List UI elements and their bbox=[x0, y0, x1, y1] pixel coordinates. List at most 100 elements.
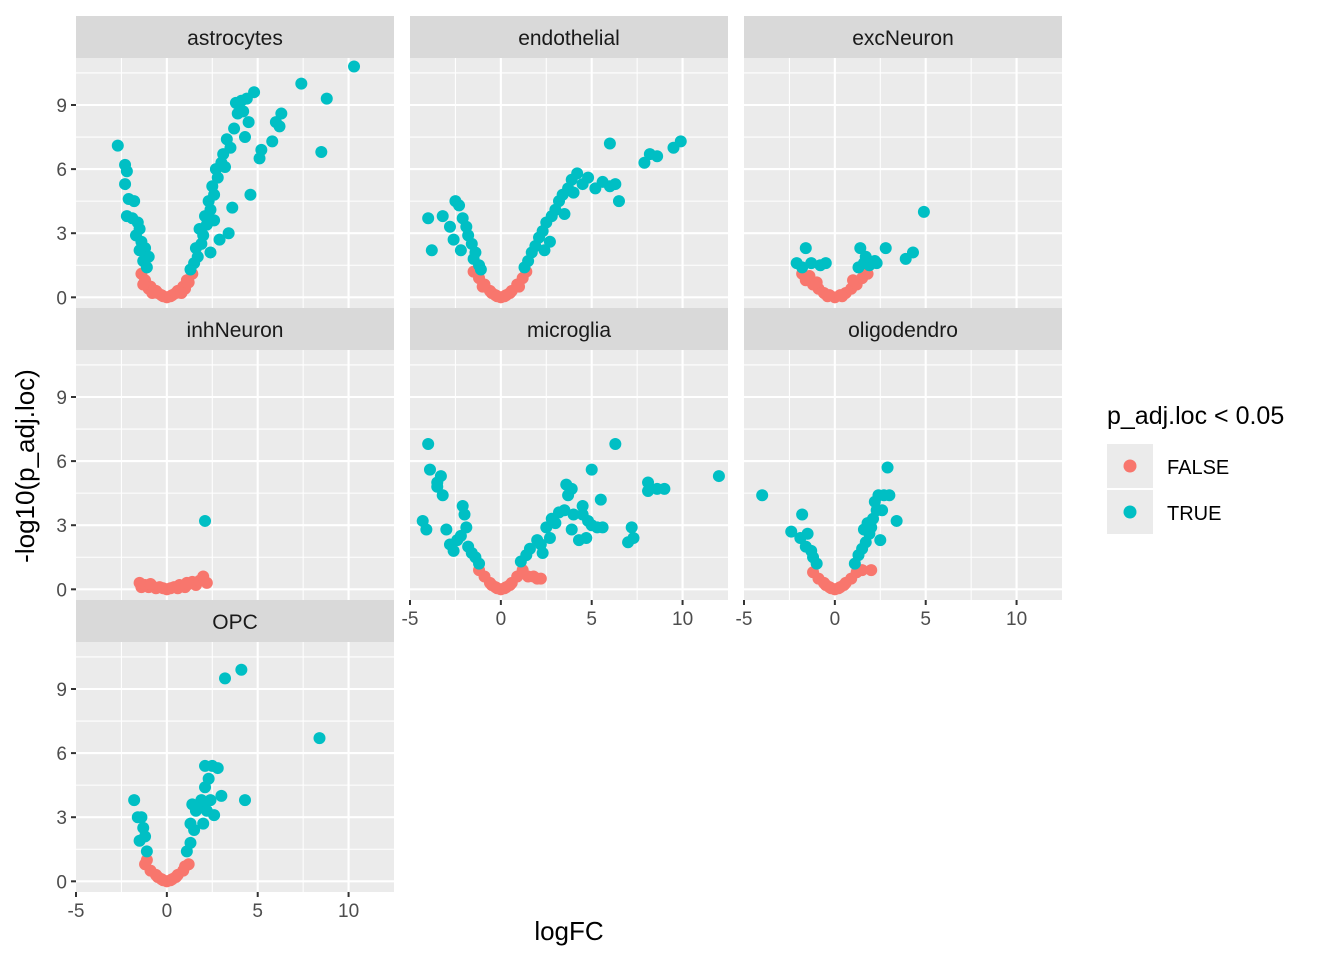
point-false bbox=[144, 577, 157, 590]
point-true bbox=[204, 246, 217, 259]
y-tick-label: 0 bbox=[56, 580, 67, 601]
point-true bbox=[540, 521, 553, 534]
point-true bbox=[313, 732, 326, 745]
legend-title: p_adj.loc < 0.05 bbox=[1107, 402, 1284, 430]
point-true bbox=[186, 798, 199, 811]
point-true bbox=[609, 438, 622, 451]
point-true bbox=[434, 470, 447, 483]
point-true bbox=[580, 532, 593, 545]
point-true bbox=[266, 135, 279, 148]
point-true bbox=[612, 195, 625, 208]
point-true bbox=[458, 508, 471, 521]
point-true bbox=[128, 195, 141, 208]
facet-strip-label: astrocytes bbox=[187, 27, 283, 50]
point-true bbox=[917, 205, 930, 218]
facet-strip-label: endothelial bbox=[518, 27, 620, 50]
point-true bbox=[801, 527, 814, 540]
point-true bbox=[538, 244, 551, 257]
point-true bbox=[199, 514, 212, 527]
facet-strip-label: inhNeuron bbox=[187, 319, 284, 342]
y-tick-label: 3 bbox=[56, 224, 67, 245]
point-true bbox=[796, 261, 809, 274]
y-tick-label: 6 bbox=[56, 744, 67, 765]
point-true bbox=[226, 201, 239, 214]
point-true bbox=[883, 489, 896, 502]
point-false bbox=[133, 576, 146, 589]
points bbox=[416, 438, 725, 596]
legend: p_adj.loc < 0.05 FALSE TRUE bbox=[1107, 402, 1284, 534]
point-true bbox=[881, 461, 894, 474]
x-tick-label: 5 bbox=[252, 901, 263, 922]
facet-strip-label: OPC bbox=[212, 611, 258, 634]
legend-label-false: FALSE bbox=[1167, 457, 1229, 479]
point-true bbox=[140, 845, 153, 858]
y-axis-title: -log10(p_adj.loc) bbox=[10, 369, 40, 563]
point-true bbox=[422, 438, 435, 451]
x-tick-label: 0 bbox=[162, 901, 173, 922]
point-true bbox=[253, 152, 266, 165]
x-tick-label: 0 bbox=[830, 609, 841, 630]
point-true bbox=[756, 489, 769, 502]
point-true bbox=[275, 107, 288, 120]
points bbox=[133, 514, 213, 596]
point-true bbox=[208, 809, 221, 822]
point-false bbox=[491, 582, 504, 595]
point-true bbox=[558, 504, 571, 517]
point-true bbox=[810, 557, 823, 570]
point-false bbox=[200, 576, 213, 589]
point-true bbox=[208, 214, 221, 227]
point-true bbox=[220, 133, 233, 146]
point-true bbox=[879, 242, 892, 255]
point-true bbox=[638, 156, 651, 169]
point-true bbox=[874, 534, 887, 547]
point-true bbox=[120, 165, 133, 178]
point-false bbox=[146, 287, 159, 300]
point-true bbox=[197, 817, 210, 830]
point-true bbox=[594, 493, 607, 506]
facet-strip bbox=[744, 16, 1062, 58]
point-true bbox=[119, 178, 132, 191]
point-true bbox=[712, 470, 725, 483]
point-true bbox=[242, 116, 255, 129]
x-tick-label: -5 bbox=[68, 901, 85, 922]
point-false bbox=[865, 564, 878, 577]
point-true bbox=[128, 794, 141, 807]
point-true bbox=[211, 762, 224, 775]
points bbox=[422, 135, 687, 304]
point-true bbox=[184, 817, 197, 830]
point-true bbox=[202, 772, 215, 785]
point-true bbox=[876, 504, 889, 517]
point-true bbox=[431, 480, 444, 493]
point-false bbox=[476, 280, 489, 293]
y-tick-label: 0 bbox=[56, 288, 67, 309]
point-true bbox=[454, 244, 467, 257]
point-false bbox=[836, 290, 849, 303]
point-true bbox=[133, 834, 146, 847]
facet-strip bbox=[76, 16, 394, 58]
point-true bbox=[447, 544, 460, 557]
point-false bbox=[179, 860, 192, 873]
y-tick-label: 9 bbox=[56, 388, 67, 409]
x-tick-label: 5 bbox=[586, 609, 597, 630]
point-true bbox=[558, 207, 571, 220]
x-tick-label: 0 bbox=[496, 609, 507, 630]
point-true bbox=[315, 146, 328, 159]
legend-key-true-dot bbox=[1123, 505, 1137, 519]
point-false bbox=[847, 274, 860, 287]
point-true bbox=[111, 139, 124, 152]
point-true bbox=[523, 542, 536, 555]
y-tick-label: 3 bbox=[56, 808, 67, 829]
point-true bbox=[543, 235, 556, 248]
facet-panel-oligodendro: oligodendro -5 0 5 10 bbox=[736, 308, 1062, 630]
point-true bbox=[567, 508, 580, 521]
point-true bbox=[454, 529, 467, 542]
point-true bbox=[473, 557, 486, 570]
y-tick-label: 9 bbox=[56, 680, 67, 701]
panel-background bbox=[76, 642, 394, 892]
point-true bbox=[596, 521, 609, 534]
point-true bbox=[447, 233, 460, 246]
point-true bbox=[184, 836, 197, 849]
point-true bbox=[582, 171, 595, 184]
point-true bbox=[423, 463, 436, 476]
point-true bbox=[603, 137, 616, 150]
